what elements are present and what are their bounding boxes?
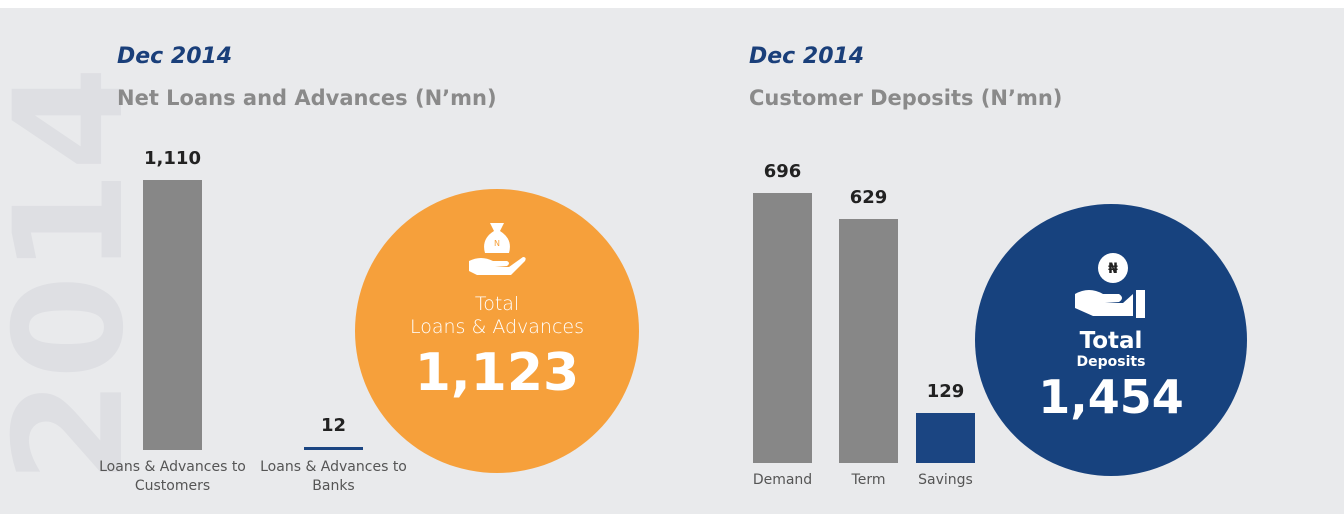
category-label: Term: [851, 472, 886, 488]
value-label: 1,110: [144, 148, 201, 169]
icon-text: N: [494, 239, 500, 248]
category-label: Demand: [752, 472, 813, 488]
total-title: Total: [474, 293, 520, 315]
icon-text: ₦: [1108, 261, 1118, 277]
icon-part: [1098, 253, 1128, 283]
bar: [839, 218, 898, 463]
total-subtitle: Deposits: [1076, 354, 1146, 370]
bar: [143, 180, 202, 450]
total-title: Total: [1079, 328, 1143, 354]
value-label: 129: [926, 380, 965, 402]
icon: N: [469, 223, 526, 275]
value-label: 696: [763, 161, 802, 182]
bar: [916, 412, 975, 463]
chart-subtitle: Net Loans and Advances (N’mn): [117, 86, 497, 110]
total-subtitle: Loans & Advances: [409, 316, 585, 338]
category-label: Loans & Advances to Banks: [260, 459, 407, 494]
bar: [304, 447, 363, 450]
total-circle: [975, 204, 1247, 476]
bar: [753, 193, 812, 463]
chart-title: Dec 2014: [749, 44, 865, 69]
total-value: 1,454: [1038, 370, 1184, 424]
total-value: 1,123: [414, 343, 580, 403]
icon-part: [469, 257, 526, 275]
chart-subtitle: Customer Deposits (N’mn): [749, 86, 1063, 110]
icon-part: [1075, 290, 1133, 316]
icon-part: [1136, 290, 1145, 318]
value-label: 12: [320, 415, 347, 437]
value-label: 629: [849, 186, 888, 208]
category-label: Savings: [918, 472, 973, 488]
icon: ₦: [1075, 253, 1145, 318]
top-strip: [0, 0, 1344, 8]
icon-part: [484, 223, 510, 253]
category-label: Loans & Advances to Customers: [99, 459, 246, 494]
chart-title: Dec 2014: [117, 44, 233, 69]
